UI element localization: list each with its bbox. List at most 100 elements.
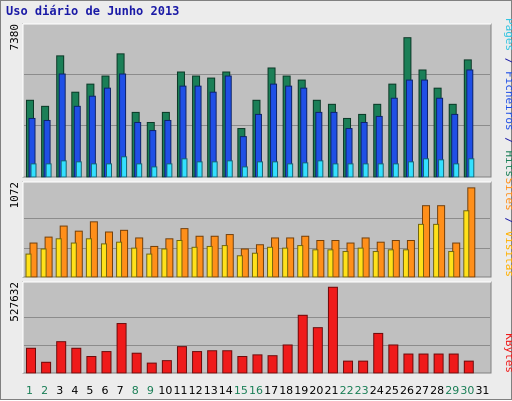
kbytes-bar (448, 353, 459, 374)
kbytes-bar (56, 341, 67, 374)
kbytes-bar (327, 286, 338, 374)
pages-bar (121, 156, 128, 178)
x-tick-label: 23 (355, 384, 369, 397)
sites-bar (327, 249, 334, 278)
kbytes-bar (312, 327, 323, 374)
sites-bar (463, 210, 470, 278)
legend-part: / (503, 211, 512, 231)
pages-bar (196, 161, 203, 178)
pages-bar (226, 160, 233, 178)
kbytes-bar (207, 350, 218, 374)
pages-bar (347, 163, 354, 178)
kbytes-bar (388, 344, 399, 374)
pages-bar (166, 163, 173, 178)
kbytes-bar (161, 360, 172, 374)
pages-bar (332, 163, 339, 178)
pages-bar (317, 160, 324, 178)
x-tick-label: 22 (340, 384, 354, 397)
pages-bar (362, 163, 369, 178)
sites-bar (70, 242, 77, 278)
x-tick-label: 18 (279, 384, 293, 397)
x-tick-label: 7 (117, 384, 124, 397)
kbytes-bar (252, 354, 263, 374)
kbytes-bar (26, 347, 36, 374)
pages-bar (468, 158, 475, 178)
kbytes-bar (358, 360, 369, 374)
kbytes-bar (192, 351, 203, 374)
legend-part: Visitas (503, 231, 512, 277)
sites-bar (206, 245, 213, 278)
y-max-label: 1072 (8, 182, 21, 209)
sites-bar (131, 247, 138, 278)
x-tick-label: 15 (234, 384, 248, 397)
pages-bar (211, 161, 218, 178)
x-tick-label: 26 (400, 384, 414, 397)
sites-bar (146, 253, 153, 278)
sites-bar (357, 247, 364, 278)
series-legend: KBytes (503, 333, 512, 373)
pages-bar (377, 163, 384, 178)
kbytes-bar (237, 356, 248, 374)
sites-bar (418, 223, 425, 278)
pages-bar (272, 161, 279, 178)
sites-bar (236, 255, 243, 278)
kbytes-bar (282, 344, 293, 374)
kbytes-bar (146, 362, 157, 374)
pages-bar (90, 163, 97, 178)
x-tick-label: 1 (26, 384, 33, 397)
legend-part: Pages (503, 18, 512, 51)
sites-bar (433, 223, 440, 278)
sites-bar (85, 238, 92, 278)
pages-bar (60, 160, 67, 178)
legend-part: Hits (503, 151, 512, 178)
legend-part: / (503, 51, 512, 71)
x-tick-label: 4 (71, 384, 78, 397)
sites-bar (297, 245, 304, 278)
kbytes-bar (433, 353, 444, 374)
kbytes-bar (101, 351, 112, 374)
kbytes-bar (41, 361, 52, 374)
sites-bar (372, 251, 379, 278)
sites-bar (191, 246, 198, 278)
x-tick-label: 21 (324, 384, 338, 397)
sites-bar (116, 241, 123, 278)
chart-title: Uso diário de Junho 2013 (6, 4, 180, 18)
x-tick-label: 6 (102, 384, 109, 397)
x-tick-label: 9 (147, 384, 154, 397)
x-tick-label: 28 (430, 384, 444, 397)
pages-bar (136, 163, 143, 178)
sites-bar (251, 252, 258, 278)
pages-bar (302, 162, 309, 178)
x-tick-label: 13 (204, 384, 218, 397)
sites-bar (402, 249, 409, 278)
pages-bar (181, 158, 188, 178)
sites-bar (100, 243, 107, 278)
x-tick-label: 12 (189, 384, 203, 397)
x-tick-label: 24 (370, 384, 384, 397)
pages-bar (256, 161, 263, 178)
pages-bar (241, 166, 248, 178)
kbytes-bar (71, 347, 82, 374)
pages-bar (392, 163, 399, 178)
x-tick-label: 20 (309, 384, 323, 397)
sites-bar (55, 238, 62, 278)
sites-bar (312, 249, 319, 278)
sites-bar (342, 251, 349, 278)
x-tick-label: 31 (475, 384, 489, 397)
sites-bar (267, 246, 274, 278)
pages-bar (407, 161, 414, 178)
y-max-label: 7380 (8, 24, 21, 51)
kbytes-bar (403, 353, 414, 374)
sites-bar (25, 253, 32, 278)
series-legend: Sites / Visitas (503, 178, 512, 277)
kbytes-bar (131, 352, 142, 374)
pages-bar (287, 163, 294, 178)
x-tick-label: 27 (415, 384, 429, 397)
pages-bar (438, 159, 445, 178)
pages-bar (30, 163, 37, 178)
pages-bar (75, 161, 82, 178)
y-max-label: 527632 (8, 282, 21, 322)
legend-part: Ficheiros (503, 71, 512, 131)
x-tick-label: 30 (460, 384, 474, 397)
